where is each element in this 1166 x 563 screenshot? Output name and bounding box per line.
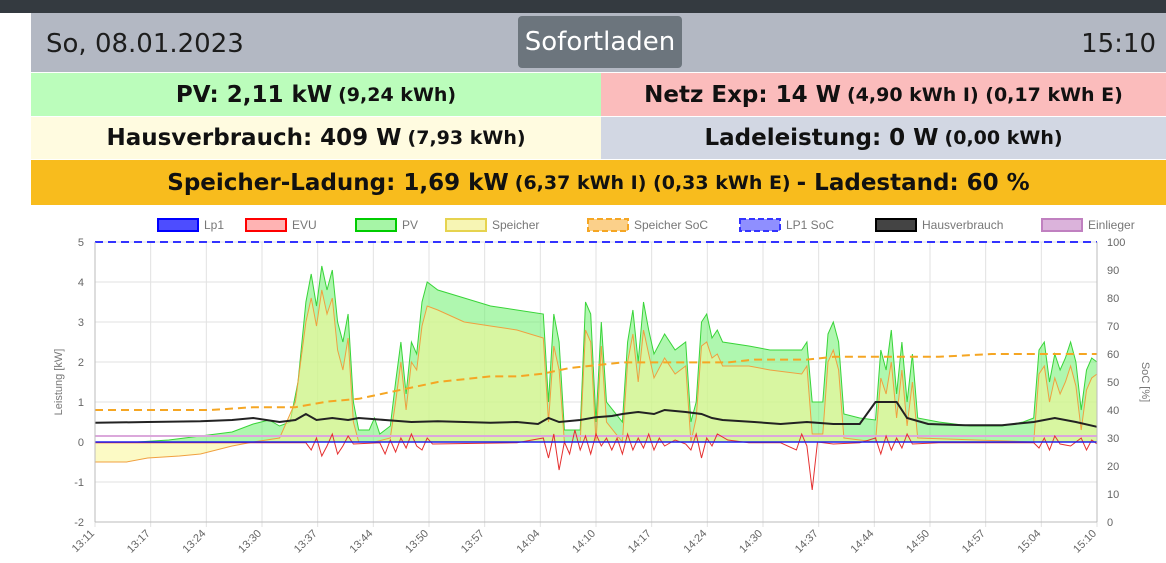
x-tick: 13:44 xyxy=(348,528,376,556)
legend-label-hausverbrauch: Hausverbrauch xyxy=(922,218,1003,232)
y-tick-left: -1 xyxy=(74,477,84,489)
battery-energy: (6,37 kWh I) (0,33 kWh E) xyxy=(514,171,791,194)
chart-series xyxy=(94,241,1098,491)
top-bar xyxy=(0,0,1166,13)
x-tick: 14:24 xyxy=(682,528,710,556)
power-chart: Lp1 EVU PV Speicher Speicher SoC LP1 SoC Hausv… xyxy=(53,218,1151,556)
chart-legend: Lp1 EVU PV Speicher Speicher SoC LP1 SoC Hausv… xyxy=(157,218,1135,232)
y-tick-left: 2 xyxy=(78,357,84,369)
y-tick-right: 50 xyxy=(1107,377,1119,389)
y-tick-left: 3 xyxy=(78,317,84,329)
legend-swatch-einlieger xyxy=(1041,218,1083,232)
legend-label-pv: PV xyxy=(402,218,418,232)
x-tick: 13:17 xyxy=(125,528,153,556)
grid-summary: Netz Exp: 14 W (4,90 kWh I) (0,17 kWh E) xyxy=(601,73,1166,116)
x-tick: 13:30 xyxy=(236,528,264,556)
legend-swatch-pv xyxy=(355,218,397,232)
x-tick: 14:17 xyxy=(626,528,654,556)
legend-swatch-hausverbrauch xyxy=(875,218,917,232)
y-tick-right: 20 xyxy=(1107,461,1119,473)
y-tick-right: 30 xyxy=(1107,433,1119,445)
pv-summary: PV: 2,11 kW (9,24 kWh) xyxy=(31,73,601,116)
y-tick-left: -2 xyxy=(74,517,84,529)
y-axis-label-right: SoC [%] xyxy=(1139,362,1151,402)
x-tick: 15:04 xyxy=(1016,528,1044,556)
grid-power: Netz Exp: 14 W xyxy=(644,81,841,108)
pv-power: PV: 2,11 kW xyxy=(175,81,333,108)
battery-summary: Speicher-Ladung: 1,69 kW (6,37 kWh I) (0,… xyxy=(31,160,1166,205)
series-hausverbrauch-line xyxy=(94,401,1098,428)
y-tick-right: 40 xyxy=(1107,405,1119,417)
charge-mode-button[interactable]: Sofortladen xyxy=(518,16,682,68)
legend-swatch-lp1 xyxy=(157,218,199,232)
charging-energy: (0,00 kWh) xyxy=(944,127,1063,149)
x-tick: 14:30 xyxy=(737,528,765,556)
x-tick: 13:24 xyxy=(181,528,209,556)
time-display: 15:10 xyxy=(1081,29,1156,59)
x-tick: 14:37 xyxy=(793,528,821,556)
x-tick: 14:10 xyxy=(570,528,598,556)
y-tick-left: 5 xyxy=(78,237,84,249)
house-consumption-summary: Hausverbrauch: 409 W (7,93 kWh) xyxy=(31,117,601,159)
house-power: Hausverbrauch: 409 W xyxy=(106,125,402,151)
y-tick-right: 100 xyxy=(1107,237,1125,249)
battery-power: Speicher-Ladung: 1,69 kW xyxy=(167,169,509,196)
y-tick-right: 60 xyxy=(1107,349,1119,361)
x-tick: 14:44 xyxy=(849,528,877,556)
legend-swatch-speicher xyxy=(445,218,487,232)
y-tick-left: 0 xyxy=(78,437,84,449)
x-tick: 14:57 xyxy=(960,528,988,556)
y-tick-right: 0 xyxy=(1107,517,1113,529)
y-tick-right: 90 xyxy=(1107,265,1119,277)
x-tick: 14:04 xyxy=(515,528,543,556)
y-tick-right: 70 xyxy=(1107,321,1119,333)
legend-label-lp1-soc: LP1 SoC xyxy=(786,218,834,232)
y-tick-left: 1 xyxy=(78,397,84,409)
x-tick: 14:50 xyxy=(904,528,932,556)
x-tick: 15:10 xyxy=(1071,528,1099,556)
house-energy: (7,93 kWh) xyxy=(407,127,526,149)
battery-soc: - Ladestand: 60 % xyxy=(796,169,1030,196)
legend-label-einlieger: Einlieger xyxy=(1088,218,1135,232)
charging-power-summary: Ladeleistung: 0 W (0,00 kWh) xyxy=(601,117,1166,159)
grid-energy: (4,90 kWh I) (0,17 kWh E) xyxy=(846,83,1123,106)
chart-grid xyxy=(94,241,1098,527)
y-tick-right: 10 xyxy=(1107,489,1119,501)
legend-label-evu: EVU xyxy=(292,218,317,232)
legend-swatch-speicher-soc xyxy=(587,218,629,232)
series-speicher-soc-line xyxy=(95,353,1097,411)
x-tick: 13:57 xyxy=(459,528,487,556)
status-header: So, 08.01.2023 Sofortladen 15:10 xyxy=(31,13,1166,72)
legend-label-speicher: Speicher xyxy=(492,218,539,232)
charging-power: Ladeleistung: 0 W xyxy=(704,125,939,151)
legend-label-speicher-soc: Speicher SoC xyxy=(634,218,708,232)
y-tick-right: 80 xyxy=(1107,293,1119,305)
legend-swatch-lp1-soc xyxy=(739,218,781,232)
y-tick-left: 4 xyxy=(78,277,84,289)
x-tick: 13:11 xyxy=(70,528,97,555)
x-tick: 13:37 xyxy=(292,528,320,556)
series-speicher-line xyxy=(95,289,1098,463)
legend-label-lp1: Lp1 xyxy=(204,218,224,232)
x-tick: 13:50 xyxy=(403,528,431,556)
y-axis-label-left: Leistung [kW] xyxy=(53,349,65,416)
date-display: So, 08.01.2023 xyxy=(46,29,244,59)
series-evu-line xyxy=(95,429,1098,491)
pv-energy: (9,24 kWh) xyxy=(338,83,457,106)
legend-swatch-evu xyxy=(245,218,287,232)
